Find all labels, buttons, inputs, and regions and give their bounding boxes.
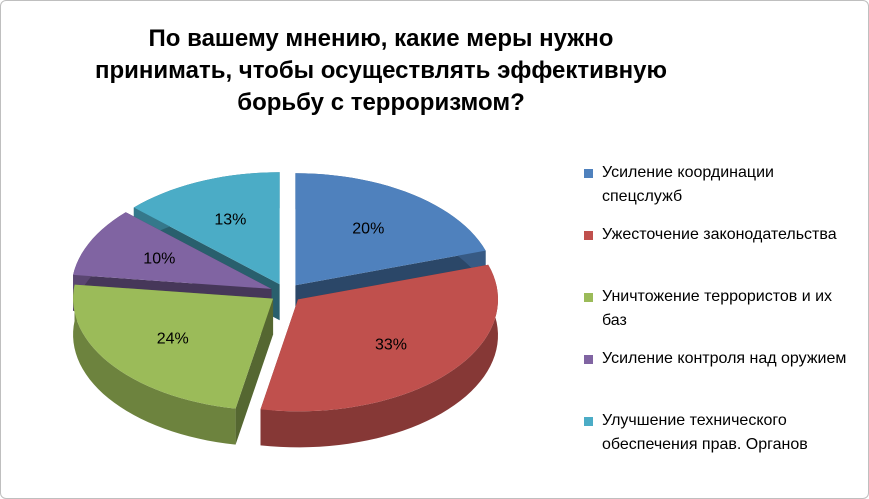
chart-title: По вашему мнению, какие меры нужно прини…	[95, 25, 667, 116]
slice	[295, 173, 486, 286]
data-label: 13%	[214, 212, 246, 229]
slice	[260, 264, 498, 412]
data-label: 10%	[143, 251, 175, 268]
pie-area: 20% 33% 24% 10% 13%	[73, 172, 498, 448]
slice-wall	[73, 284, 236, 445]
legend-label: Усиление координации спецслужб	[602, 164, 774, 205]
data-label: 24%	[157, 331, 189, 348]
legend-swatch	[584, 355, 593, 364]
legend: Усиление координации спецслужб Ужесточени…	[584, 161, 854, 471]
legend-label: Ужесточение законодательства	[602, 226, 837, 243]
slice	[73, 212, 272, 289]
legend-entry: Усиление координации спецслужб	[584, 161, 854, 223]
legend-label: Улучшение технического обеспечения прав.…	[602, 412, 808, 453]
legend-swatch	[584, 231, 593, 240]
slice-edge	[235, 298, 274, 445]
legend-swatch	[584, 169, 593, 178]
legend-swatch	[584, 293, 593, 302]
legend-label: Уничтожение террористов и их баз	[602, 288, 833, 329]
legend-label: Усиление контроля над оружием	[602, 350, 847, 367]
legend-entry: Усиление контроля над оружием	[584, 347, 854, 409]
slice-wall	[260, 264, 498, 448]
slice	[73, 284, 274, 409]
legend-swatch	[584, 417, 593, 426]
data-label: 33%	[375, 336, 407, 353]
slice	[133, 172, 280, 285]
legend-entry: Ужесточение законодательства	[584, 223, 854, 285]
legend-entry: Улучшение технического обеспечения прав.…	[584, 409, 854, 471]
data-label: 20%	[352, 220, 384, 237]
legend-entry: Уничтожение террористов и их баз	[584, 285, 854, 347]
